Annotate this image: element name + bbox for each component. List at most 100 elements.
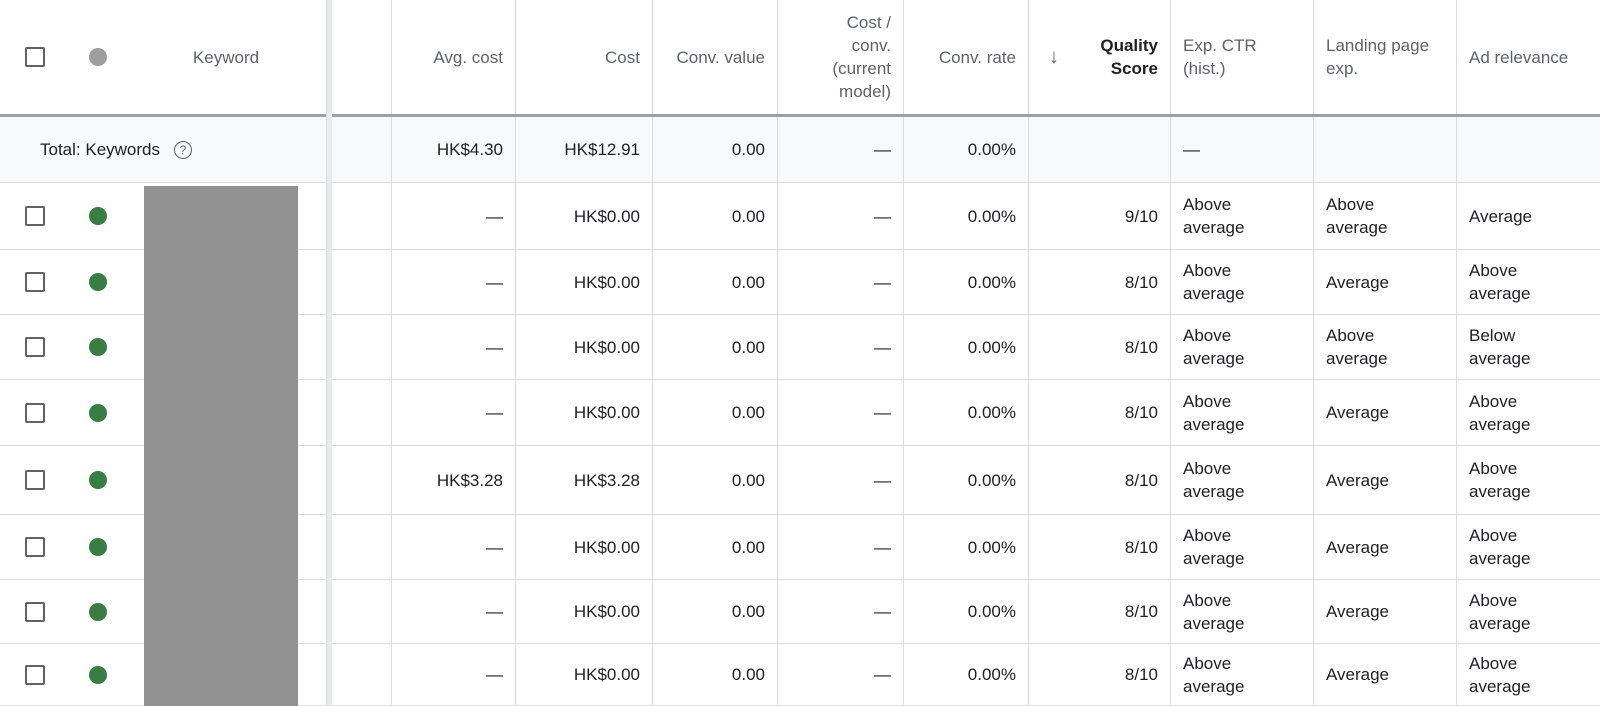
row-checkbox[interactable] xyxy=(25,601,45,622)
table-row[interactable]: — HK$0.00 0.00 — 0.00% 8/10 Above average Avera… xyxy=(0,515,1600,580)
cell-conv-rate: 0.00% xyxy=(904,644,1029,705)
exp-ctr-value: Above average xyxy=(1183,391,1245,434)
cell-quality-score: 8/10 xyxy=(1029,515,1171,579)
exp-ctr-value: Above average xyxy=(1183,261,1245,303)
row-checkbox[interactable] xyxy=(25,470,45,490)
status-active-dot-icon[interactable] xyxy=(89,538,107,556)
cell-ad-relevance: Above average xyxy=(1457,644,1600,705)
table-row[interactable]: — HK$0.00 0.00 — 0.00% 8/10 Above average Avera… xyxy=(0,250,1600,315)
row-checkbox[interactable] xyxy=(25,272,45,292)
total-conv-rate-value: 0.00% xyxy=(967,140,1016,159)
cell-quality-score: 8/10 xyxy=(1029,446,1171,514)
cell-exp-ctr: Above average xyxy=(1171,515,1314,579)
status-active-dot-icon[interactable] xyxy=(89,471,107,489)
status-active-dot-icon[interactable] xyxy=(89,602,107,621)
total-label: Total: Keywords xyxy=(40,140,160,159)
exp-ctr-value: Above average xyxy=(1183,590,1245,633)
total-exp-ctr-value: — xyxy=(1183,140,1200,159)
cell-landing-page: Average xyxy=(1314,250,1457,314)
row-checkbox-cell xyxy=(0,446,70,514)
status-active-dot-icon[interactable] xyxy=(89,273,107,291)
avg-cost-value: — xyxy=(486,602,503,621)
row-checkbox[interactable] xyxy=(25,206,45,226)
quality-score-value: 8/10 xyxy=(1124,665,1158,684)
status-active-dot-icon[interactable] xyxy=(89,207,107,225)
arrow-down-icon: ↓ xyxy=(1049,45,1059,68)
avg-cost-value: — xyxy=(486,665,503,684)
column-header-keyword-label: Keyword xyxy=(192,47,260,67)
landing-page-value: Average xyxy=(1326,665,1390,684)
ad-relevance-value: Above average xyxy=(1469,391,1531,434)
cell-cost-per-conv: — xyxy=(778,250,904,314)
quality-score-value: 8/10 xyxy=(1124,537,1158,557)
status-active-dot-icon[interactable] xyxy=(89,665,107,684)
column-header-exp-ctr[interactable]: Exp. CTR (hist.) xyxy=(1171,0,1314,114)
select-all-cell xyxy=(0,0,70,114)
cell-conv-value: 0.00 xyxy=(653,644,778,705)
column-header-exp-ctr-label: Exp. CTR (hist.) xyxy=(1183,36,1257,78)
total-ad-relevance xyxy=(1457,117,1600,182)
column-header-conv-value[interactable]: Conv. value xyxy=(653,0,778,114)
row-spacer xyxy=(326,380,391,445)
status-header-dot-icon[interactable] xyxy=(89,48,107,66)
landing-page-value: Average xyxy=(1326,470,1390,490)
status-active-dot-icon[interactable] xyxy=(89,403,107,422)
cell-exp-ctr: Above average xyxy=(1171,580,1314,643)
cell-cost: HK$0.00 xyxy=(516,183,653,249)
conv-value-value: 0.00 xyxy=(731,206,765,226)
conv-value-value: 0.00 xyxy=(731,272,765,292)
conv-rate-value: 0.00% xyxy=(967,403,1016,422)
conv-value-value: 0.00 xyxy=(731,403,765,422)
table-row[interactable]: — HK$0.00 0.00 — 0.00% 8/10 Above average Avera… xyxy=(0,580,1600,644)
cell-landing-page: Average xyxy=(1314,644,1457,705)
column-header-landing-page-label: Landing page exp. xyxy=(1326,36,1430,78)
cell-cost-per-conv: — xyxy=(778,446,904,514)
column-header-quality-score[interactable]: ↓ Quality Score xyxy=(1029,0,1171,114)
cell-ad-relevance: Below average xyxy=(1457,315,1600,379)
column-header-avg-cost[interactable]: Avg. cost xyxy=(391,0,516,114)
column-header-landing-page[interactable]: Landing page exp. xyxy=(1314,0,1457,114)
column-header-cost-per-conv-label: Cost / conv. (current model) xyxy=(832,13,891,101)
column-header-cost-per-conv[interactable]: Cost / conv. (current model) xyxy=(778,0,904,114)
exp-ctr-value: Above average xyxy=(1183,195,1245,237)
cell-exp-ctr: Above average xyxy=(1171,644,1314,705)
row-spacer xyxy=(326,580,391,643)
status-active-dot-icon[interactable] xyxy=(89,338,107,356)
ad-relevance-value: Above average xyxy=(1469,526,1531,568)
column-header-cost[interactable]: Cost xyxy=(516,0,653,114)
cell-cost-per-conv: — xyxy=(778,183,904,249)
cell-cost: HK$3.28 xyxy=(516,446,653,514)
row-checkbox[interactable] xyxy=(25,402,45,423)
cost-per-conv-value: — xyxy=(874,470,891,490)
help-circle-icon[interactable]: ? xyxy=(174,140,192,159)
table-row[interactable]: — HK$0.00 0.00 — 0.00% 9/10 Above average Above… xyxy=(0,183,1600,250)
cell-exp-ctr: Above average xyxy=(1171,380,1314,445)
total-conv-value: 0.00 xyxy=(653,117,778,182)
table-row[interactable]: — HK$0.00 0.00 — 0.00% 8/10 Above average Avera… xyxy=(0,380,1600,446)
cell-cost: HK$0.00 xyxy=(516,380,653,445)
cell-ad-relevance: Average xyxy=(1457,183,1600,249)
table-row[interactable]: — HK$0.00 0.00 — 0.00% 8/10 Above average Above… xyxy=(0,315,1600,380)
status-cell xyxy=(70,250,126,314)
row-checkbox[interactable] xyxy=(25,664,45,685)
table-row[interactable]: HK$3.28 HK$3.28 0.00 — 0.00% 8/10 Above averag… xyxy=(0,446,1600,515)
cost-per-conv-value: — xyxy=(874,206,891,226)
cell-avg-cost: — xyxy=(391,380,516,445)
column-header-ad-relevance[interactable]: Ad relevance xyxy=(1457,0,1600,114)
cell-exp-ctr: Above average xyxy=(1171,183,1314,249)
row-checkbox[interactable] xyxy=(25,537,45,557)
cost-per-conv-value: — xyxy=(874,272,891,292)
row-checkbox-cell xyxy=(0,580,70,643)
cell-conv-rate: 0.00% xyxy=(904,315,1029,379)
cost-value: HK$0.00 xyxy=(573,206,640,226)
column-header-keyword[interactable]: Keyword xyxy=(126,0,326,114)
row-checkbox[interactable] xyxy=(25,337,45,357)
column-header-conv-rate[interactable]: Conv. rate xyxy=(904,0,1029,114)
select-all-checkbox[interactable] xyxy=(25,47,45,67)
status-cell xyxy=(70,446,126,514)
conv-rate-value: 0.00% xyxy=(967,537,1016,557)
total-cost: HK$12.91 xyxy=(516,117,653,182)
avg-cost-value: — xyxy=(486,337,503,357)
cell-avg-cost: — xyxy=(391,580,516,643)
